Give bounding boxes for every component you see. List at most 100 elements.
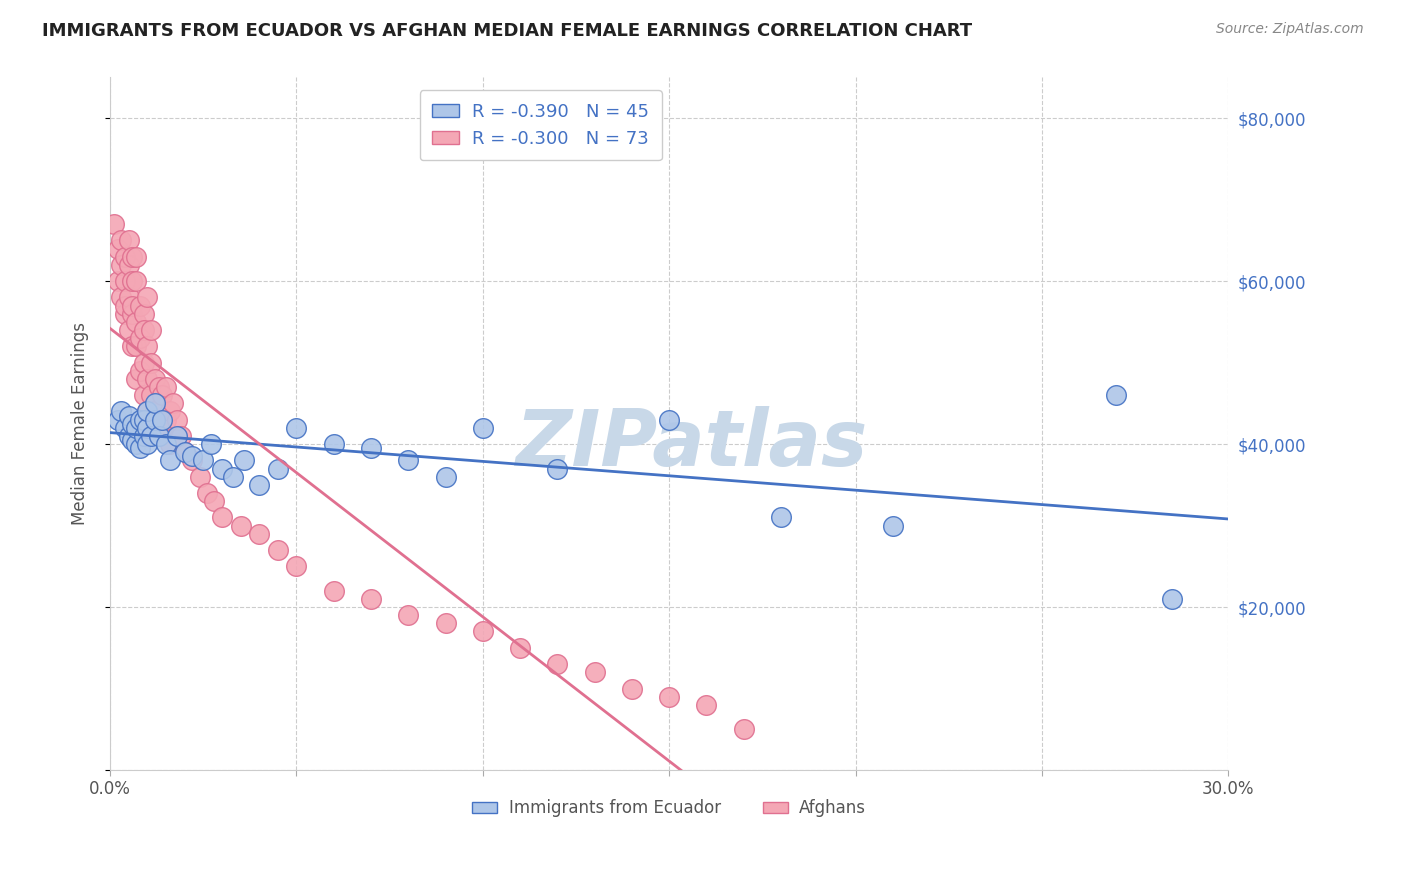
Point xyxy=(136,437,159,451)
Point xyxy=(155,380,177,394)
Point xyxy=(150,421,173,435)
Point xyxy=(360,591,382,606)
Point xyxy=(195,486,218,500)
Point xyxy=(434,469,457,483)
Point xyxy=(114,421,136,435)
Point xyxy=(136,372,159,386)
Point xyxy=(118,234,141,248)
Y-axis label: Median Female Earnings: Median Female Earnings xyxy=(72,322,89,525)
Point xyxy=(118,409,141,423)
Text: IMMIGRANTS FROM ECUADOR VS AFGHAN MEDIAN FEMALE EARNINGS CORRELATION CHART: IMMIGRANTS FROM ECUADOR VS AFGHAN MEDIAN… xyxy=(42,22,973,40)
Point xyxy=(128,299,150,313)
Point xyxy=(222,469,245,483)
Point xyxy=(150,388,173,402)
Point xyxy=(132,307,155,321)
Point xyxy=(159,453,181,467)
Point xyxy=(125,421,148,435)
Point xyxy=(211,510,233,524)
Point xyxy=(139,323,162,337)
Point xyxy=(173,445,195,459)
Point xyxy=(200,437,222,451)
Point xyxy=(155,412,177,426)
Point xyxy=(233,453,256,467)
Text: Source: ZipAtlas.com: Source: ZipAtlas.com xyxy=(1216,22,1364,37)
Point xyxy=(166,412,188,426)
Text: ZIPatlas: ZIPatlas xyxy=(516,407,868,483)
Point xyxy=(150,412,173,426)
Point xyxy=(148,429,170,443)
Point xyxy=(143,372,166,386)
Point xyxy=(132,412,155,426)
Point xyxy=(267,461,290,475)
Point xyxy=(128,331,150,345)
Point xyxy=(267,543,290,558)
Point xyxy=(471,624,494,639)
Point xyxy=(166,429,188,443)
Point xyxy=(107,274,129,288)
Point xyxy=(229,518,252,533)
Point xyxy=(155,437,177,451)
Point xyxy=(285,421,308,435)
Point xyxy=(285,559,308,574)
Point xyxy=(118,429,141,443)
Point xyxy=(136,339,159,353)
Point xyxy=(143,396,166,410)
Point xyxy=(583,665,606,680)
Legend: Immigrants from Ecuador, Afghans: Immigrants from Ecuador, Afghans xyxy=(465,793,873,824)
Point xyxy=(132,388,155,402)
Point xyxy=(118,290,141,304)
Point xyxy=(132,356,155,370)
Point xyxy=(114,299,136,313)
Point xyxy=(139,356,162,370)
Point xyxy=(139,429,162,443)
Point xyxy=(125,437,148,451)
Point xyxy=(121,339,143,353)
Point xyxy=(121,417,143,431)
Point xyxy=(121,274,143,288)
Point xyxy=(509,640,531,655)
Point xyxy=(695,698,717,712)
Point xyxy=(128,412,150,426)
Point xyxy=(125,339,148,353)
Point xyxy=(110,258,132,272)
Point xyxy=(118,323,141,337)
Point xyxy=(107,242,129,256)
Point xyxy=(162,396,184,410)
Point xyxy=(110,290,132,304)
Point xyxy=(148,412,170,426)
Point xyxy=(247,526,270,541)
Point xyxy=(620,681,643,696)
Point xyxy=(132,323,155,337)
Point xyxy=(114,250,136,264)
Point xyxy=(114,307,136,321)
Point xyxy=(181,453,204,467)
Point xyxy=(121,307,143,321)
Point xyxy=(173,445,195,459)
Point xyxy=(170,429,193,443)
Point xyxy=(360,441,382,455)
Point xyxy=(188,469,211,483)
Point xyxy=(322,437,344,451)
Point xyxy=(322,583,344,598)
Point xyxy=(148,380,170,394)
Point xyxy=(193,453,215,467)
Point xyxy=(110,404,132,418)
Point xyxy=(125,274,148,288)
Point xyxy=(1105,388,1128,402)
Point xyxy=(103,217,125,231)
Point xyxy=(769,510,792,524)
Point xyxy=(159,404,181,418)
Point xyxy=(118,258,141,272)
Point xyxy=(204,494,226,508)
Point xyxy=(434,616,457,631)
Point xyxy=(247,478,270,492)
Point xyxy=(733,723,755,737)
Point xyxy=(139,388,162,402)
Point xyxy=(136,421,159,435)
Point xyxy=(136,404,159,418)
Point xyxy=(121,250,143,264)
Point xyxy=(136,404,159,418)
Point xyxy=(121,299,143,313)
Point xyxy=(125,250,148,264)
Point xyxy=(125,315,148,329)
